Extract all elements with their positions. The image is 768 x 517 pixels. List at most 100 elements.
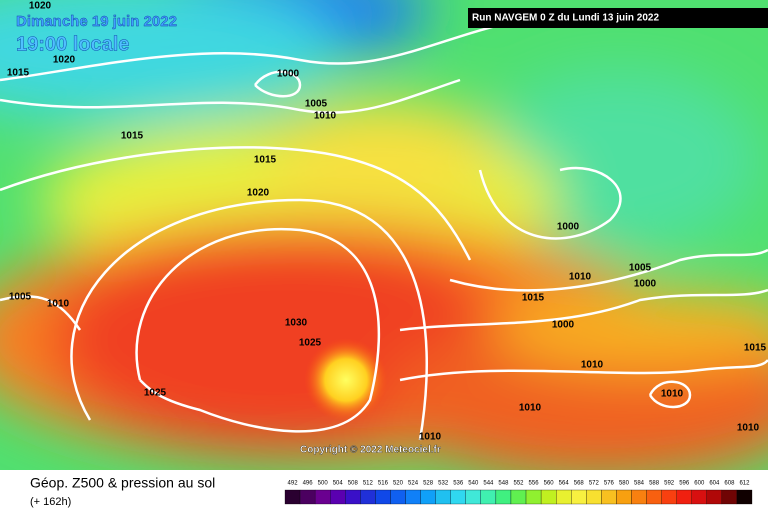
scale-label: 592 bbox=[664, 481, 675, 487]
scale-swatch bbox=[435, 489, 451, 505]
scale-swatch bbox=[616, 489, 632, 505]
scale-swatch bbox=[345, 489, 361, 505]
scale-label: 532 bbox=[438, 481, 449, 487]
scale-swatch bbox=[691, 489, 707, 505]
scale-swatch bbox=[330, 489, 346, 505]
isobar-label: 1015 bbox=[254, 155, 277, 166]
scale-swatch bbox=[721, 489, 738, 505]
scale-label: 536 bbox=[453, 481, 464, 487]
scale-label: 544 bbox=[483, 481, 494, 487]
scale-label: 600 bbox=[694, 481, 705, 487]
scale-label: 492 bbox=[288, 481, 299, 487]
scale-swatch bbox=[601, 489, 617, 505]
scale-swatch bbox=[586, 489, 602, 505]
scale-swatch bbox=[706, 489, 723, 505]
scale-label: 516 bbox=[378, 481, 389, 487]
scale-label: 512 bbox=[363, 481, 374, 487]
isobar-label: 1005 bbox=[305, 99, 328, 110]
scale-swatch bbox=[661, 489, 677, 505]
isobar-label: 1010 bbox=[314, 111, 337, 122]
isobar-label: 1000 bbox=[557, 222, 580, 233]
local-time: 19:00 locale bbox=[16, 33, 129, 55]
isobar-label: 1025 bbox=[299, 338, 322, 349]
scale-swatch bbox=[465, 489, 481, 505]
isobar-label: 1010 bbox=[47, 299, 70, 310]
date: Dimanche 19 juin 2022 bbox=[16, 13, 177, 30]
scale-swatch bbox=[510, 489, 527, 505]
isobar-label: 1015 bbox=[744, 343, 767, 354]
scale-swatch bbox=[360, 489, 376, 505]
scale-swatch bbox=[556, 489, 572, 505]
scale-label: 588 bbox=[649, 481, 660, 487]
scale-swatch bbox=[420, 489, 436, 505]
scale-swatch bbox=[375, 489, 391, 505]
scale-label: 564 bbox=[559, 481, 570, 487]
scale-swatch bbox=[495, 489, 512, 505]
scale-label: 540 bbox=[468, 481, 479, 487]
isobar-label: 1025 bbox=[144, 388, 167, 399]
isobar-label: 1015 bbox=[7, 68, 30, 79]
scale-swatch bbox=[405, 489, 421, 505]
isobar-label: 1030 bbox=[285, 318, 308, 329]
scale-label: 508 bbox=[348, 481, 359, 487]
scale-label: 524 bbox=[408, 481, 419, 487]
scale-swatch bbox=[540, 489, 557, 505]
run-box bbox=[468, 8, 768, 28]
scale-label: 496 bbox=[303, 481, 314, 487]
lead-time: (+ 162h) bbox=[30, 496, 71, 508]
copyright: Copyright © 2022 Meteociel.fr bbox=[300, 445, 441, 456]
isobar-label: 1015 bbox=[121, 131, 144, 142]
isobars bbox=[0, 18, 768, 441]
scale-label: 568 bbox=[574, 481, 585, 487]
scale-label: 500 bbox=[318, 481, 329, 487]
isobar-label: 1010 bbox=[661, 389, 684, 400]
scale-label: 556 bbox=[529, 481, 540, 487]
heat-core bbox=[304, 338, 388, 422]
scale-label: 608 bbox=[724, 481, 735, 487]
isobar-label: 1000 bbox=[634, 279, 657, 290]
isobar-label: 1000 bbox=[277, 69, 300, 80]
scale-swatch bbox=[480, 489, 497, 505]
scale-label: 584 bbox=[634, 481, 645, 487]
scale-label: 580 bbox=[619, 481, 630, 487]
isobar-label: 1020 bbox=[29, 1, 52, 12]
footer-title: Géop. Z500 & pression au sol bbox=[30, 475, 215, 491]
scale-swatch bbox=[525, 489, 542, 505]
scale-swatch bbox=[676, 489, 692, 505]
scale-swatch bbox=[631, 489, 647, 505]
scale-swatch bbox=[736, 489, 753, 505]
scale-label: 528 bbox=[423, 481, 434, 487]
scale-label: 504 bbox=[333, 481, 344, 487]
scale-label: 596 bbox=[679, 481, 690, 487]
scale-label: 520 bbox=[393, 481, 404, 487]
scale-swatch bbox=[646, 489, 662, 505]
scale-swatch bbox=[299, 489, 316, 505]
scale-label: 572 bbox=[589, 481, 600, 487]
isobar-label: 1005 bbox=[629, 263, 652, 274]
scale-label: 560 bbox=[544, 481, 555, 487]
isobar-label: 1010 bbox=[419, 432, 442, 443]
isobar-label: 1010 bbox=[569, 272, 592, 283]
scale-swatch bbox=[571, 489, 587, 505]
scale-label: 552 bbox=[513, 481, 524, 487]
run-info: Run NAVGEM 0 Z du Lundi 13 juin 2022 bbox=[472, 13, 659, 24]
isobar-label: 1020 bbox=[247, 188, 270, 199]
scale-label: 612 bbox=[739, 481, 750, 487]
isobar-label: 1005 bbox=[9, 292, 32, 303]
isobar-label: 1010 bbox=[737, 423, 760, 434]
isobar-label: 1010 bbox=[581, 360, 604, 371]
scale-swatch bbox=[450, 489, 466, 505]
isobar-label: 1000 bbox=[552, 320, 575, 331]
isobar-label: 1010 bbox=[519, 403, 542, 414]
scale-swatch bbox=[284, 489, 301, 505]
color-scale: 492 496 500 504 508 512 516 520 524 528 532 536 540 5… bbox=[284, 481, 753, 505]
scale-swatch bbox=[390, 489, 406, 505]
scale-label: 548 bbox=[498, 481, 509, 487]
isobar-label: 1015 bbox=[522, 293, 545, 304]
scale-label: 604 bbox=[709, 481, 720, 487]
scale-label: 576 bbox=[604, 481, 615, 487]
scale-swatch bbox=[314, 489, 331, 505]
